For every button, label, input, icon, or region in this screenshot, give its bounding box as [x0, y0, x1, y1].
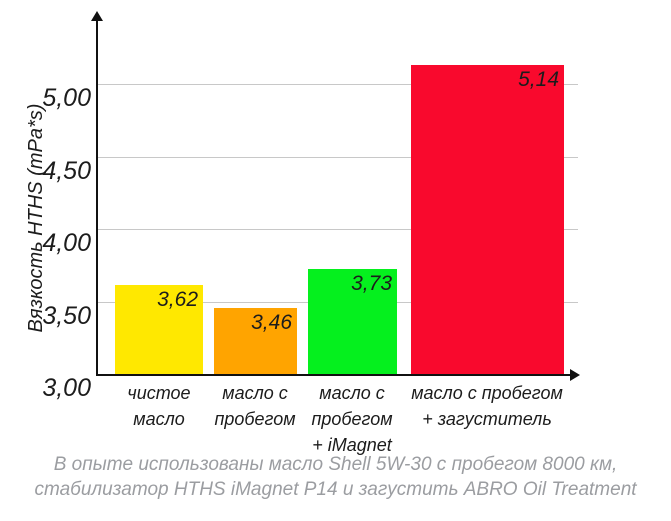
- category-line: масло с: [222, 383, 288, 403]
- category-line: пробегом: [214, 409, 296, 429]
- gridline-4-50: [97, 156, 578, 158]
- caption-line-2: стабилизатор HTHS iMagnet P14 и загустит…: [34, 479, 637, 500]
- y-tick-label-4-00: 4,00: [42, 229, 91, 257]
- bar-value-label: 3,73: [351, 272, 392, 296]
- y-axis-arrow-icon: [91, 11, 103, 21]
- x-axis-line: [96, 374, 572, 376]
- category-line: масло с пробегом: [411, 383, 563, 403]
- x-category-label-oil-imagnet: масло с пробегом + iMagnet: [262, 380, 442, 458]
- bar-oil-with-mileage: 3,46: [214, 308, 297, 375]
- y-tick-label-3-00: 3,00: [42, 374, 91, 402]
- gridline-5-00: [97, 84, 578, 85]
- gridline-4-00: [97, 229, 578, 230]
- caption-line-1: В опыте использованы масло Shell 5W-30 с…: [53, 454, 618, 475]
- x-axis-arrow-icon: [570, 369, 580, 381]
- x-category-label-oil-with-mileage: масло с пробегом: [165, 380, 345, 432]
- y-axis-line: [96, 20, 98, 376]
- y-tick-label-5-00: 5,00: [42, 84, 91, 112]
- category-line: + iMagnet: [312, 435, 392, 455]
- category-line: пробегом: [311, 409, 393, 429]
- bar-oil-with-mileage-thickener: 5,14: [411, 64, 564, 375]
- x-category-label-oil-thickener: масло с пробегом + загуститель: [377, 380, 597, 432]
- bar-value-label: 3,62: [157, 288, 198, 312]
- bar-clean-oil: 3,62: [115, 285, 203, 375]
- x-category-label-clean-oil: чистое масло: [69, 380, 249, 432]
- bar-value-label: 5,14: [518, 67, 559, 91]
- bar-oil-with-mileage-imagnet: 3,73: [308, 269, 397, 375]
- bar-value-label: 3,46: [251, 311, 292, 335]
- chart-caption: В опыте использованы масло Shell 5W-30 с…: [0, 452, 671, 502]
- y-tick-label-3-50: 3,50: [42, 301, 91, 330]
- category-line: + загуститель: [422, 409, 552, 429]
- y-tick-label-4-50: 4,50: [42, 156, 91, 185]
- category-line: масло с: [319, 383, 385, 403]
- category-line: масло: [133, 409, 185, 429]
- category-line: чистое: [127, 383, 191, 403]
